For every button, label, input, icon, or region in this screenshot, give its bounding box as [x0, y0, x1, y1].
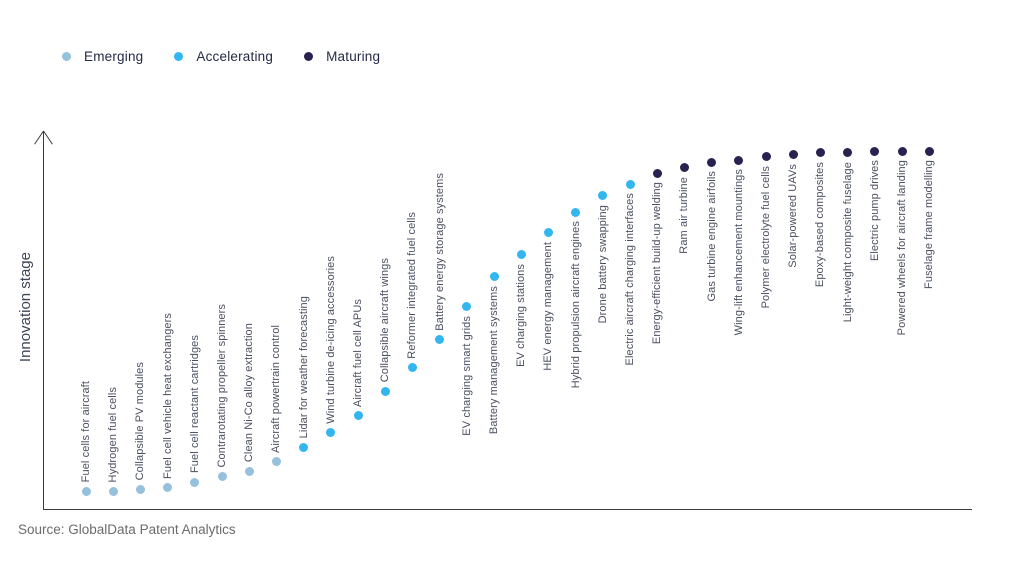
data-point-label: Electric pump drives: [868, 160, 881, 262]
data-point: [924, 146, 934, 156]
data-point-label: Light-weight composite fuselage: [841, 161, 854, 323]
legend-label: Maturing: [326, 49, 381, 64]
data-point: [761, 152, 771, 162]
data-point: [734, 155, 744, 165]
data-point: [788, 150, 798, 160]
data-point: [462, 302, 472, 311]
data-point: [326, 427, 336, 437]
legend-label: Emerging: [84, 49, 144, 64]
data-point-label: Electric aircraft charging interfaces: [624, 193, 636, 366]
data-point: [707, 157, 717, 167]
data-point-label: Epoxy-based composites: [814, 161, 827, 288]
data-point-label: Drone battery swapping: [596, 204, 609, 323]
data-point: [679, 163, 689, 173]
chart-legend: Emerging Accelerating Maturing: [62, 49, 380, 64]
data-point-label: Lidar for weather forecasting: [297, 295, 310, 439]
data-point-label: Collapsible PV modules: [134, 362, 147, 481]
data-point: [625, 179, 635, 189]
data-point: [81, 487, 91, 496]
x-axis-line: [43, 509, 972, 510]
data-point: [435, 335, 445, 345]
data-point-label: Polymer electrolyte fuel cells: [760, 165, 772, 309]
data-point-label: Collapsible aircraft wings: [379, 258, 392, 383]
data-point: [407, 363, 417, 373]
data-point-label: Aircraft fuel cell APUs: [352, 298, 364, 407]
data-point: [108, 487, 118, 496]
data-point: [516, 250, 526, 260]
data-point: [190, 477, 200, 487]
data-point: [135, 485, 145, 495]
legend-dot-icon: [62, 52, 71, 61]
data-point-label: EV charging stations: [515, 263, 528, 367]
source-note: Source: GlobalData Patent Analytics: [18, 522, 236, 537]
legend-item-emerging: Emerging: [62, 49, 143, 64]
data-point: [598, 191, 608, 200]
legend-label: Accelerating: [196, 49, 274, 64]
data-point-label: Hybrid propulsion aircraft engines: [569, 221, 582, 389]
data-point: [897, 146, 907, 156]
data-point-label: Fuel cell vehicle heat exchangers: [161, 312, 174, 479]
data-point-label: Fuel cell reactant cartridges: [188, 335, 201, 474]
data-point: [217, 472, 227, 482]
data-point-label: Powered wheels for aircraft landing: [896, 160, 908, 336]
data-point-label: Battery energy storage systems: [433, 173, 446, 331]
data-point: [380, 387, 390, 397]
data-point-label: Wing-lift enhancement mountings: [732, 169, 745, 336]
y-axis-line: [43, 131, 44, 510]
data-point-label: Gas turbine engine airfoils: [705, 171, 718, 302]
data-point-label: Wind turbine de-icing accessories: [324, 255, 337, 424]
data-point: [843, 148, 853, 158]
data-point: [815, 148, 825, 158]
data-point-label: Reformer integrated fuel cells: [406, 211, 419, 359]
data-point-label: Battery management systems: [488, 285, 500, 434]
legend-item-maturing: Maturing: [304, 49, 380, 64]
data-point-label: EV charging smart grids: [460, 315, 473, 436]
legend-item-accelerating: Accelerating: [174, 49, 273, 64]
data-point-label: Fuel cells for aircraft: [80, 381, 92, 483]
data-point-label: Aircraft powertrain control: [270, 324, 283, 453]
data-point-label: Clean Ni-Co alloy extraction: [243, 323, 256, 463]
data-point: [299, 442, 309, 452]
data-point-label: Ram air turbine: [678, 176, 691, 254]
data-point: [652, 168, 662, 178]
data-point-label: Solar-powered UAVs: [787, 163, 800, 268]
data-point: [163, 483, 173, 493]
data-point-label: Fuselage frame modelling: [923, 160, 936, 290]
data-point: [271, 457, 281, 467]
y-axis-title: Innovation stage: [17, 252, 34, 363]
data-point-label: Energy-efficient build-up welding: [651, 182, 664, 345]
data-point: [870, 146, 880, 156]
data-point-label: HEV energy management: [542, 241, 555, 371]
legend-dot-icon: [304, 52, 314, 61]
data-point: [571, 207, 581, 217]
data-point: [244, 466, 254, 476]
data-point-label: Contrarotating propeller spinners: [216, 304, 228, 468]
data-point: [353, 411, 363, 421]
legend-dot-icon: [174, 52, 184, 61]
data-point-label: Hydrogen fuel cells: [107, 387, 120, 483]
data-point: [543, 228, 553, 237]
data-point: [489, 272, 499, 282]
y-axis-arrowhead-icon: [43, 130, 53, 145]
